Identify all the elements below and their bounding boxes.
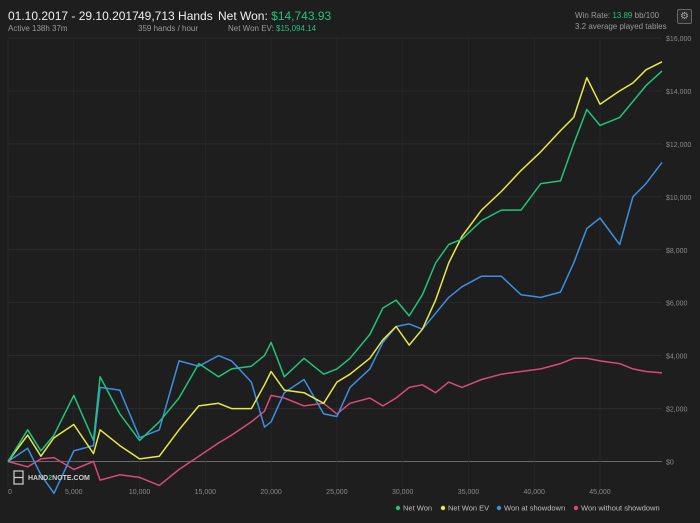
win-rate-label: Win Rate: [575,11,611,20]
series-line-net-won-ev[interactable] [7,61,663,462]
net-won-ev-label: Net Won EV: [228,24,274,33]
win-rate-unit: bb/100 [634,11,660,20]
gear-icon[interactable]: ⚙ [677,9,692,24]
net-won-ev-value: $15,094.14 [276,24,317,33]
y-tick-label: $14,000 [666,89,691,96]
chart-header: 01.10.2017 - 29.10.2017 Active 138h 37m … [0,0,700,36]
hands-per-hour: 359 hands / hour [138,24,199,33]
y-axis-ticks: $0 $2,000 $4,000 $6,000 $8,000 $10,000 $12,000… [666,36,691,467]
net-won-label: Net Won: [218,9,268,23]
legend-label: Won without showdown [581,504,660,513]
logo-text: HAND2NOTE.COM [28,475,90,482]
series-line-won-at-showdown[interactable] [7,161,663,495]
legend-dot [395,505,401,511]
active-time: Active 138h 37m [8,24,68,33]
y-tick-label: $4,000 [666,354,688,361]
net-won-value: $14,743.93 [271,9,332,23]
grid [7,37,662,488]
net-won-ev: Net Won EV: $15,094.14 [228,24,316,33]
x-tick-label: 40,000 [524,489,546,496]
series-line-net-won[interactable] [7,70,663,462]
y-tick-label: $16,000 [666,36,691,43]
x-tick-label: 30,000 [392,489,414,496]
net-won: Net Won: $14,743.93 [218,9,331,23]
series-lines [7,61,663,495]
legend-label: Net Won [403,504,432,513]
x-tick-label: 35,000 [458,489,480,496]
logo: HAND2NOTE.COM [13,470,90,485]
legend-item[interactable]: Won at showdown [496,504,565,513]
legend-dot [496,505,502,511]
y-tick-label: $6,000 [666,301,688,308]
legend-dot [573,505,579,511]
legend-dot [440,505,446,511]
x-tick-label: 20,000 [260,489,282,496]
x-tick-label: 5,000 [65,489,83,496]
win-rate-value: 13.89 [612,11,633,20]
y-tick-label: $2,000 [666,407,688,414]
x-axis-ticks: 0 5,000 10,000 15,000 20,000 25,000 30,000 35,0… [8,489,611,496]
x-tick-label: 45,000 [589,489,611,496]
hands-count: 49,713 Hands [138,9,213,23]
legend-item[interactable]: Won without showdown [573,504,660,513]
y-tick-label: $10,000 [666,195,691,202]
legend-item[interactable]: Net Won [395,504,432,513]
average-tables: 3.2 average played tables [575,22,667,31]
x-tick-label: 15,000 [195,489,217,496]
legend: Net Won Net Won EV Won at showdown Won with… [395,504,660,513]
y-tick-label: $0 [666,460,674,467]
y-tick-label: $8,000 [666,248,688,255]
x-tick-label: 0 [8,489,12,496]
legend-item[interactable]: Net Won EV [440,504,489,513]
legend-label: Won at showdown [504,504,565,513]
y-tick-label: $12,000 [666,142,691,149]
legend-label: Net Won EV [448,504,489,513]
date-range[interactable]: 01.10.2017 - 29.10.2017 [8,9,139,23]
x-tick-label: 25,000 [326,489,348,496]
win-rate: Win Rate: 13.89 bb/100 [575,11,659,20]
x-tick-label: 10,000 [129,489,151,496]
series-line-won-without-showdown[interactable] [7,357,663,487]
